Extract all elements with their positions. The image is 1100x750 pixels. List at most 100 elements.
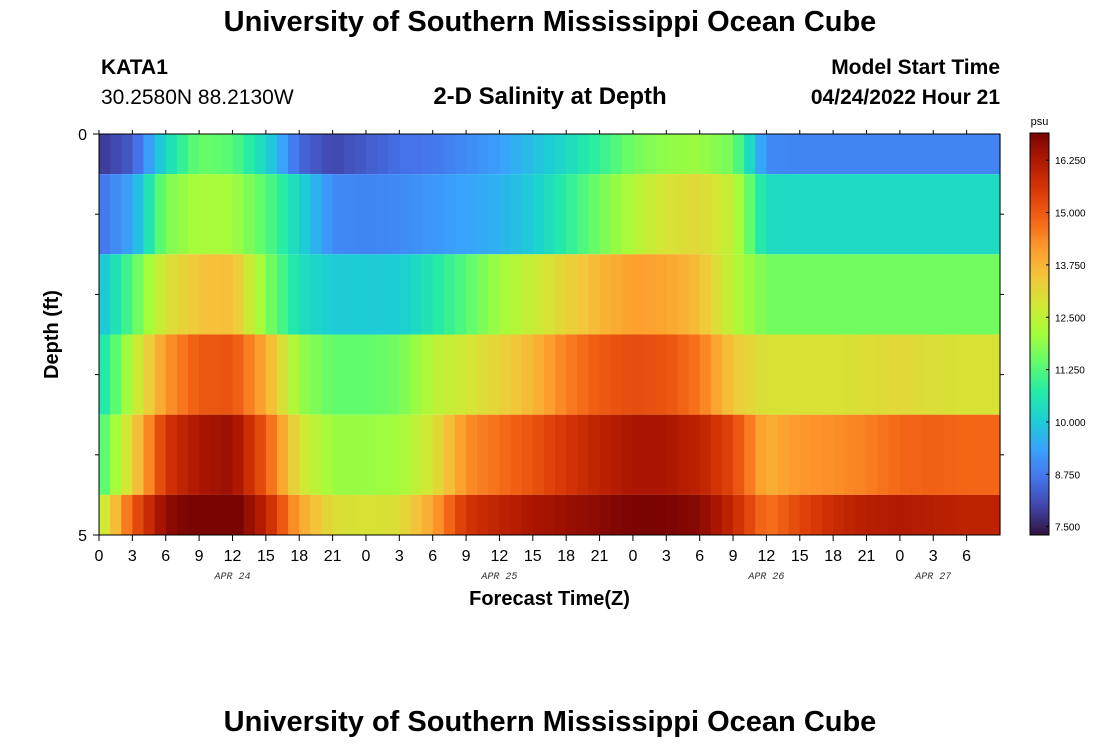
heatmap-cell [121, 174, 133, 255]
heatmap-cell [877, 174, 890, 255]
heatmap-cell [321, 334, 334, 415]
heatmap-cell [543, 174, 556, 255]
heatmap-cell [922, 254, 934, 335]
heatmap-cell [621, 134, 634, 175]
heatmap-cell [110, 494, 122, 535]
heatmap-cell [844, 174, 856, 255]
heatmap-cell [265, 414, 278, 495]
heatmap-cell [288, 494, 300, 535]
heatmap-cell [399, 494, 412, 535]
model-start-value: 04/24/2022 Hour 21 [810, 86, 1000, 109]
heatmap-cell [276, 134, 289, 175]
heatmap-cell [154, 134, 167, 175]
heatmap-cell [922, 334, 934, 415]
heatmap-cell [688, 134, 701, 175]
heatmap-cell [988, 334, 1001, 415]
heatmap-cell [677, 334, 690, 415]
heatmap-cell [677, 134, 690, 175]
heatmap-cell [243, 174, 256, 255]
heatmap-cell [388, 134, 400, 175]
heatmap-cell [121, 494, 133, 535]
heatmap-cell [977, 254, 990, 335]
heatmap-cell [710, 494, 723, 535]
heatmap-cell [810, 414, 823, 495]
heatmap-cell [688, 174, 701, 255]
heatmap-cell [955, 254, 968, 335]
heatmap-cell [766, 174, 779, 255]
heatmap-cell [176, 254, 189, 335]
heatmap-cell [354, 494, 367, 535]
heatmap-cell [321, 414, 334, 495]
heatmap-cell [855, 334, 868, 415]
heatmap-cell [710, 134, 723, 175]
heatmap-cell [755, 254, 767, 335]
heatmap-cell [721, 134, 734, 175]
x-tick-label: 12 [491, 548, 509, 565]
heatmap-cell [532, 134, 545, 175]
heatmap-cell [543, 414, 556, 495]
heatmap-cell [699, 414, 712, 495]
x-tick-label: 6 [161, 548, 170, 565]
heatmap-cell [121, 334, 133, 415]
heatmap-cell [844, 414, 856, 495]
heatmap-cell [699, 334, 712, 415]
heatmap-cell [532, 334, 545, 415]
heatmap-cell [822, 334, 834, 415]
x-tick-label: 9 [195, 548, 204, 565]
heatmap-cell [477, 334, 489, 415]
heatmap-cell [877, 254, 890, 335]
heatmap-cell [610, 254, 623, 335]
heatmap-cell [944, 134, 957, 175]
heatmap-cell [388, 414, 400, 495]
heatmap-cell [944, 254, 957, 335]
heatmap-cell [243, 334, 256, 415]
heatmap-cell [777, 334, 790, 415]
heatmap-cell [966, 174, 979, 255]
heatmap-cell [377, 334, 389, 415]
heatmap-cell [822, 494, 834, 535]
heatmap-cell [154, 414, 167, 495]
heatmap-cell [710, 174, 723, 255]
heatmap-cell [888, 134, 901, 175]
heatmap-cell [666, 494, 679, 535]
heatmap-cell [877, 134, 890, 175]
heatmap-cell [866, 494, 879, 535]
heatmap-cell [621, 254, 634, 335]
heatmap-cell [254, 134, 267, 175]
x-tick-label: 21 [858, 548, 876, 565]
heatmap-cell [99, 254, 111, 335]
heatmap-cell [810, 254, 823, 335]
heatmap-cell [510, 494, 523, 535]
heatmap-cell [310, 494, 323, 535]
y-axis: 05 [78, 127, 1004, 545]
heatmap-cell [922, 494, 934, 535]
heatmap-cell [733, 334, 745, 415]
x-tick-label: 15 [257, 548, 275, 565]
heatmap-cell [566, 414, 578, 495]
x-axis: 0 3 6 9 12 15 18 21 0 3 6 9 12 15 18 21 0 3 6 9 12 15 18 21 0 3 6A… [95, 130, 971, 583]
heatmap-cell [555, 254, 567, 335]
colorbar-tick-label: 16.250 [1055, 156, 1086, 167]
heatmap-cell [632, 494, 645, 535]
heatmap-cell [399, 414, 412, 495]
heatmap-cell [254, 414, 267, 495]
heatmap-cell [199, 494, 211, 535]
heatmap-cell [666, 254, 679, 335]
heatmap-cell [644, 174, 656, 255]
x-date-label: APR 24 [213, 572, 250, 583]
heatmap-cell [210, 334, 222, 415]
heatmap-cell [733, 134, 745, 175]
heatmap-cell [655, 494, 667, 535]
heatmap-cell [988, 494, 1001, 535]
heatmap-cell [944, 174, 957, 255]
colorbar-ticks: 7.500 8.750 10.000 11.250 12.500 13.750 15.000… [1046, 156, 1086, 534]
heatmap-cell [588, 174, 601, 255]
heatmap-cell [454, 414, 467, 495]
heatmap-cell [844, 334, 856, 415]
heatmap-cell [132, 254, 145, 335]
heatmap-cell [577, 254, 590, 335]
heatmap-cell [855, 174, 868, 255]
heatmap-cell [443, 174, 456, 255]
heatmap-cell [232, 134, 245, 175]
heatmap-cell [210, 174, 222, 255]
